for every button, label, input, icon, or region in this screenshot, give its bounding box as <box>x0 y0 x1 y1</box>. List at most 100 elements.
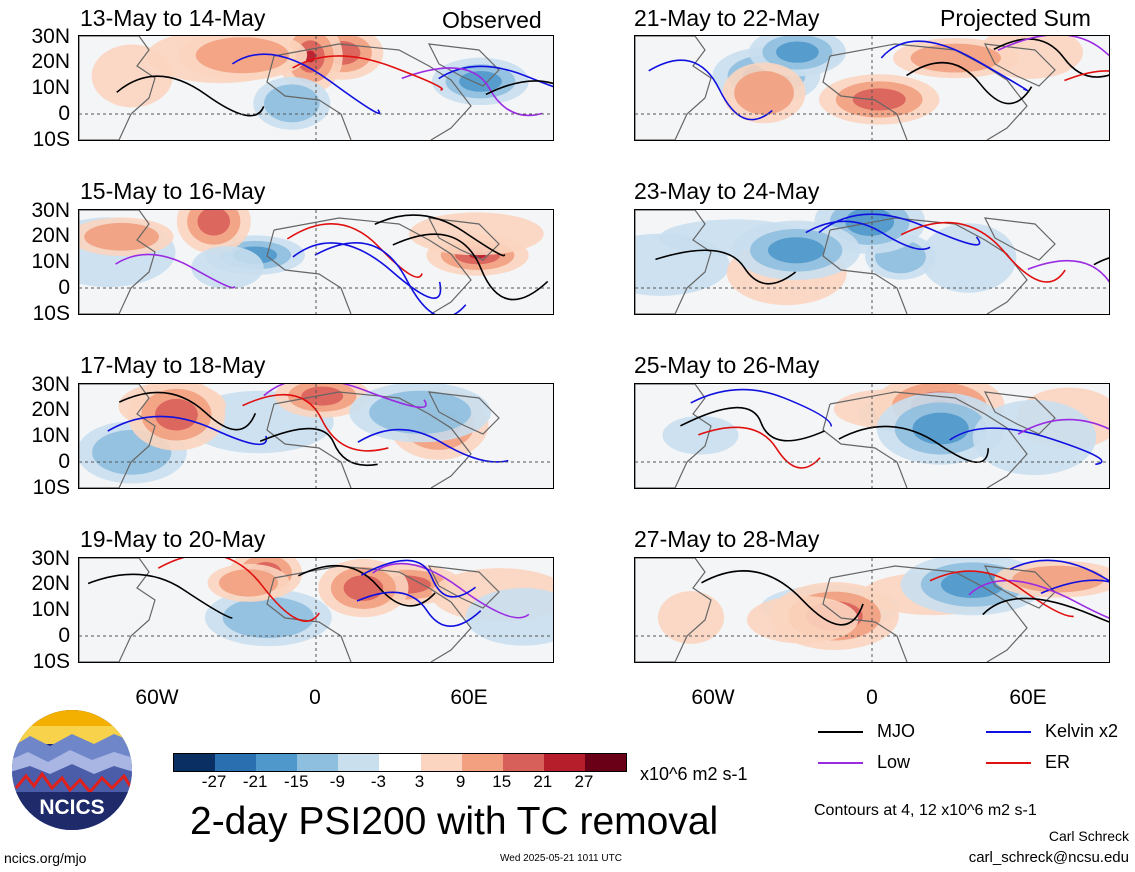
legend-label: MJO <box>877 721 915 741</box>
contour-mjo <box>297 564 436 607</box>
legend-swatch <box>818 762 863 765</box>
colorbar-cell <box>502 754 545 771</box>
map-field <box>79 36 553 140</box>
colorbar-tick-label: -27 <box>201 772 227 791</box>
positive-anomaly <box>910 43 1001 73</box>
map-field <box>79 558 553 662</box>
contour-mjo <box>701 570 864 626</box>
contour-mjo <box>838 425 990 463</box>
coastline-arabia <box>983 565 1056 609</box>
coastline-americas <box>635 36 712 140</box>
map-panel <box>78 35 554 141</box>
coastline-arabia <box>427 43 500 87</box>
coastline-americas <box>79 558 156 662</box>
contour-kelvin-x2 <box>805 220 931 251</box>
coastline-americas <box>635 384 712 488</box>
timestamp: Wed 2025-05-21 1011 UTC <box>500 853 622 864</box>
main-title: 2-day PSI200 with TC removal <box>190 800 719 843</box>
coastline-africa <box>266 217 472 314</box>
colorbar-tick-label: 3 <box>414 772 425 791</box>
contour-er <box>157 558 320 622</box>
legend-label: Low <box>877 752 911 772</box>
map-panel <box>78 557 554 663</box>
contour-kelvin-x2 <box>360 559 477 598</box>
positive-anomaly <box>219 569 279 597</box>
panel-title: 13-May to 14-May <box>80 5 266 31</box>
positive-anomaly <box>746 595 859 644</box>
negative-anomaly <box>222 597 315 639</box>
colorbar-cell <box>420 754 463 771</box>
contour-low <box>1017 418 1109 435</box>
positive-anomaly <box>197 210 231 236</box>
contour-low <box>372 562 530 619</box>
contour-mjo <box>374 214 505 257</box>
colorbar-cell <box>297 754 340 771</box>
lat-label: 0 <box>58 624 70 647</box>
legend-label: ER <box>1045 752 1071 772</box>
coastline-africa <box>822 565 1028 662</box>
contour-kelvin-x2 <box>880 40 1028 92</box>
negative-anomaly <box>264 84 320 123</box>
map-field <box>79 210 553 314</box>
coastline-arabia <box>427 565 500 609</box>
contour-er <box>1064 70 1109 82</box>
colorbar-cell <box>174 754 217 771</box>
map-field <box>635 558 1109 662</box>
lat-label: 20N <box>31 224 70 247</box>
contour-low <box>968 579 1109 619</box>
site-link[interactable]: ncics.org/mjo <box>4 850 87 866</box>
lon-label: 60E <box>450 686 488 709</box>
contour-er <box>929 570 1074 618</box>
contour-kelvin-x2 <box>292 242 442 299</box>
legend-label: Kelvin x2 <box>1045 721 1119 741</box>
map-field <box>635 210 1109 314</box>
map-field <box>79 384 553 488</box>
author-email[interactable]: carl_schreck@ncsu.edu <box>968 849 1129 866</box>
contour-kelvin-x2 <box>357 428 509 463</box>
colorbar-units: x10^6 m2 s-1 <box>640 764 748 784</box>
legend-item-er: ER <box>986 751 1070 773</box>
colorbar-tick-label: 21 <box>533 772 553 791</box>
lat-label: 10N <box>31 76 70 99</box>
lat-label: 30N <box>31 547 70 570</box>
panel-title: 25-May to 26-May <box>634 352 820 378</box>
contour-mjo <box>392 233 549 301</box>
contour-kelvin-x2 <box>356 591 482 627</box>
colorbar-tick-label: -3 <box>370 772 387 791</box>
positive-anomaly <box>734 71 794 115</box>
contour-low <box>263 384 427 409</box>
lat-label: 30N <box>31 199 70 222</box>
lat-label: 10N <box>31 250 70 273</box>
contour-kelvin-x2 <box>690 388 833 427</box>
contour-kelvin-x2 <box>231 53 381 115</box>
map-panel <box>78 383 554 489</box>
map-panel <box>634 383 1110 489</box>
coastline-africa <box>266 391 472 488</box>
coastline-arabia <box>427 217 500 261</box>
lat-label: 30N <box>31 25 70 48</box>
contour-er <box>900 221 1066 283</box>
coastline-americas <box>79 36 156 140</box>
colorbar-tick-label: 9 <box>455 772 466 791</box>
coastline-africa <box>822 391 1028 488</box>
lon-label: 60E <box>1009 686 1047 709</box>
colorbar-tick-label: -21 <box>242 772 268 791</box>
legend-swatch <box>986 731 1031 734</box>
lat-label: 0 <box>58 276 70 299</box>
lat-label: 20N <box>31 398 70 421</box>
contour-kelvin-x2 <box>1009 559 1109 582</box>
contours-note: Contours at 4, 12 x10^6 m2 s-1 <box>814 802 1037 819</box>
lat-label: 10N <box>31 424 70 447</box>
colorbar-cell <box>379 754 422 771</box>
positive-anomaly <box>195 37 290 74</box>
lat-label: 20N <box>31 50 70 73</box>
contour-kelvin-x2 <box>1040 579 1109 594</box>
contour-low <box>401 67 543 117</box>
colorbar-tick-label: 27 <box>574 772 594 791</box>
panel-tag: Observed <box>442 7 542 33</box>
positive-anomaly <box>343 575 384 601</box>
contour-low <box>997 36 1109 57</box>
negative-anomaly <box>662 415 739 455</box>
colorbar-cell <box>215 754 258 771</box>
map-panel <box>78 209 554 315</box>
